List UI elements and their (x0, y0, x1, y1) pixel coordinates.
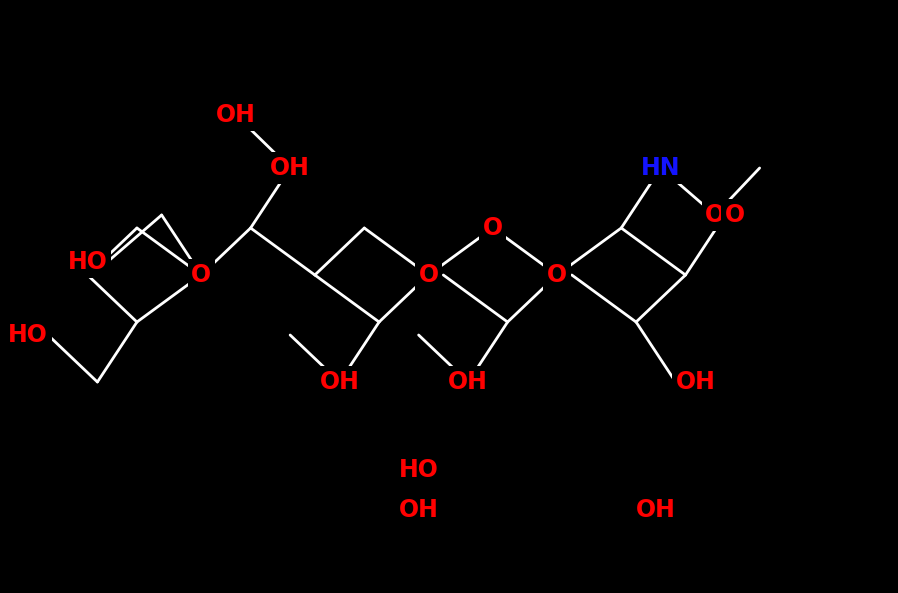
Text: O: O (547, 263, 567, 287)
Text: OH: OH (270, 156, 310, 180)
Text: HO: HO (67, 250, 107, 274)
Text: O: O (725, 203, 745, 227)
Text: HN: HN (641, 156, 681, 180)
Text: OH: OH (216, 103, 256, 127)
Text: OH: OH (675, 370, 716, 394)
Text: OH: OH (636, 498, 676, 522)
Text: OH: OH (399, 498, 438, 522)
Text: OH: OH (448, 370, 488, 394)
Text: HO: HO (399, 458, 438, 482)
Text: O: O (705, 203, 726, 227)
Text: O: O (418, 263, 438, 287)
Text: HO: HO (8, 323, 48, 347)
Text: O: O (483, 216, 503, 240)
Text: OH: OH (320, 370, 359, 394)
Text: O: O (191, 263, 211, 287)
